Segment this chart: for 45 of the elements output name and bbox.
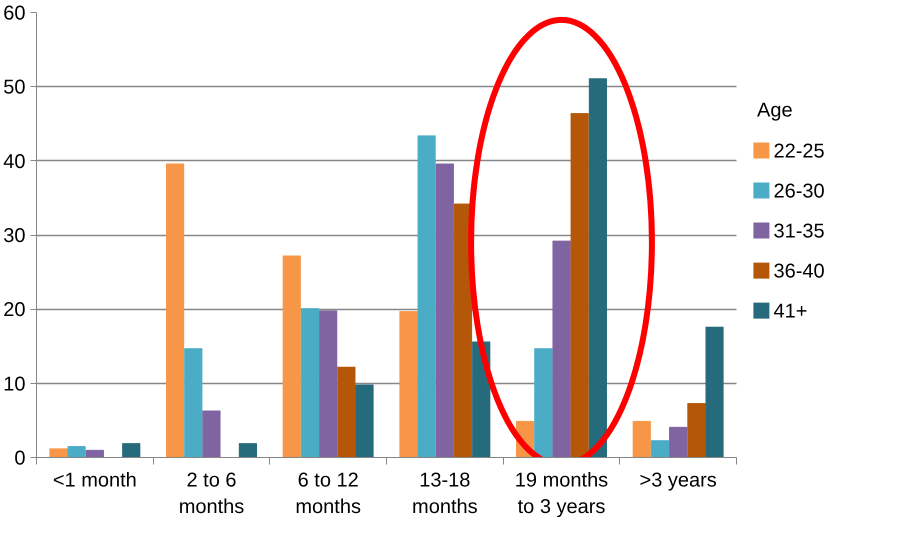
- y-tick-label: 60: [3, 2, 26, 24]
- bar: [166, 164, 184, 458]
- bar: [184, 348, 202, 458]
- bar: [300, 308, 320, 458]
- bar: [436, 164, 454, 458]
- bar: [282, 256, 301, 458]
- bar: [705, 326, 724, 458]
- bar: [86, 450, 104, 458]
- legend-label: 22-25: [774, 140, 825, 162]
- x-tick-label: <1 month: [52, 470, 137, 492]
- y-tick-label: 10: [3, 373, 26, 396]
- y-tick-label: 20: [3, 299, 26, 322]
- bar: [49, 448, 68, 458]
- bar: [319, 310, 338, 458]
- bar: [669, 426, 688, 458]
- bar: [355, 384, 374, 458]
- x-tick-label: 19 months to 3 years: [514, 470, 608, 518]
- y-tick-label: 0: [14, 448, 26, 470]
- bar: [202, 410, 221, 458]
- x-tick-label: >3 years: [640, 470, 717, 492]
- bar: [632, 420, 651, 458]
- legend-label: 26-30: [774, 180, 825, 202]
- y-tick-label: 30: [3, 225, 26, 247]
- legend-label: 41+: [774, 300, 808, 323]
- x-tick-label: 2 to 6 months: [178, 470, 244, 518]
- bar: [454, 204, 472, 458]
- legend-label: 31-35: [774, 220, 825, 243]
- bar: [399, 311, 418, 458]
- bar: [650, 440, 670, 458]
- bar: [552, 240, 571, 458]
- bar: [588, 78, 607, 458]
- bar: [337, 366, 356, 458]
- bar: [238, 443, 257, 458]
- legend-label: 36-40: [774, 260, 825, 283]
- legend-title: Age: [757, 99, 793, 122]
- bar: [418, 135, 436, 458]
- bar: [687, 403, 706, 458]
- x-tick-label: 13-18 months: [412, 470, 478, 518]
- bar: [68, 446, 86, 458]
- bar: [534, 348, 552, 458]
- bar: [570, 113, 589, 458]
- x-tick-label: 6 to 12 months: [295, 470, 361, 518]
- bar: [122, 443, 140, 458]
- y-tick-label: 50: [3, 76, 26, 99]
- y-tick-label: 40: [3, 150, 26, 173]
